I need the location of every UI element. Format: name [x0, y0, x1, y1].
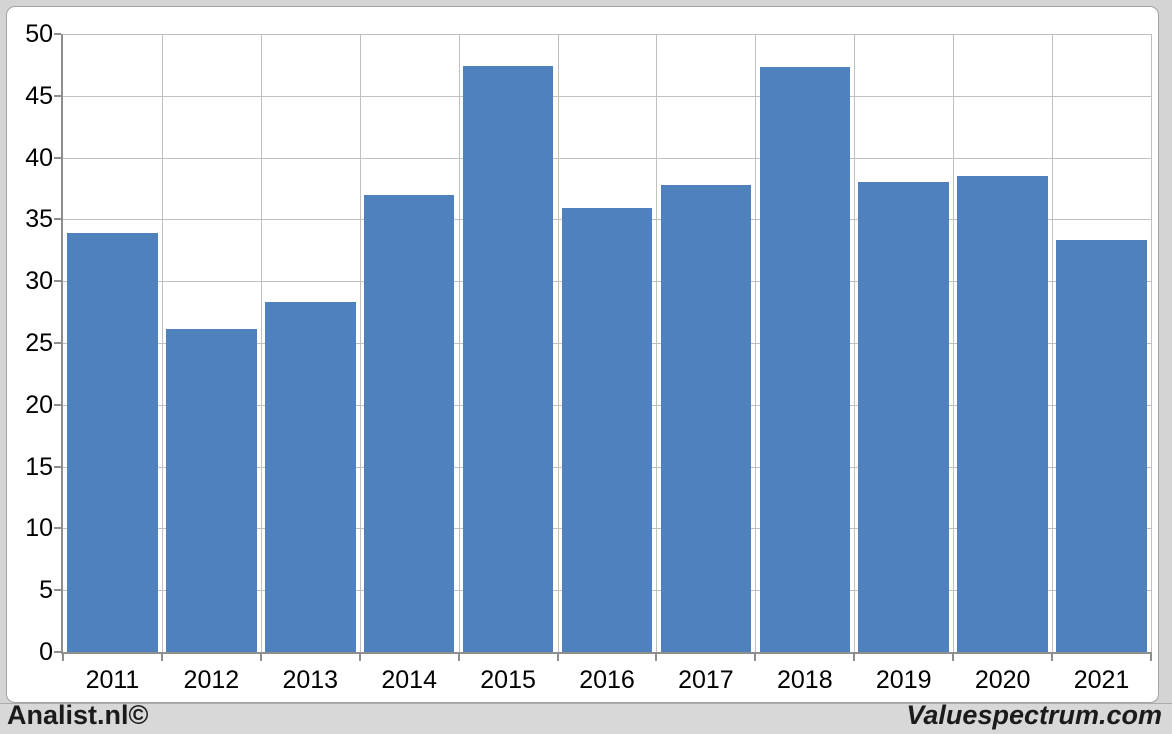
gridline-v-7	[755, 34, 757, 652]
x-category-label-2016: 2016	[579, 666, 635, 694]
x-tick-4	[457, 652, 460, 661]
bar-2017	[660, 184, 752, 652]
footer-right-brand: Valuespectrum.com	[906, 700, 1162, 730]
x-category-label-2020: 2020	[974, 666, 1031, 694]
footer-left-brand: Analist.nl©	[7, 700, 149, 730]
gridline-h-45	[63, 95, 1151, 97]
y-tick-label-35: 35	[25, 205, 53, 234]
plot-area	[61, 34, 1152, 654]
y-tick-20	[54, 403, 61, 406]
bar-2013	[265, 302, 356, 652]
gridline-h-40	[63, 157, 1151, 159]
y-tick-0	[54, 651, 61, 653]
y-tick-label-40: 40	[25, 143, 53, 172]
y-tick-30	[54, 280, 61, 283]
gridline-v-6	[656, 34, 658, 652]
y-axis-line	[61, 34, 63, 652]
y-tick-label-5: 5	[39, 576, 53, 605]
x-tick-10	[1051, 652, 1054, 661]
x-tick-9	[952, 652, 955, 661]
bar-2016	[561, 208, 653, 652]
y-tick-45	[54, 94, 61, 97]
gridline-v-9	[953, 34, 955, 652]
chart-panel: 0 5 10 15 20 25 30 35 40 45 50 2011 2012 2013 2014 2015…	[6, 6, 1159, 703]
y-tick-label-10: 10	[25, 514, 53, 543]
y-tick-50	[54, 33, 61, 35]
y-tick-label-15: 15	[25, 452, 53, 481]
x-tick-6	[655, 652, 658, 661]
gridline-v-4	[458, 34, 460, 652]
x-tick-8	[853, 652, 856, 661]
bar-2019	[858, 182, 949, 652]
bar-2012	[166, 329, 257, 652]
x-category-label-2011: 2011	[85, 666, 140, 694]
y-tick-label-20: 20	[25, 390, 53, 419]
y-tick-label-50: 50	[25, 20, 53, 48]
x-category-label-2019: 2019	[875, 666, 932, 694]
x-tick-0	[62, 652, 64, 661]
x-category-label-2021: 2021	[1073, 666, 1130, 694]
bar-2014	[363, 194, 455, 652]
x-tick-3	[358, 652, 361, 661]
y-tick-25	[54, 342, 61, 344]
gridline-v-2	[260, 34, 262, 652]
x-category-label-2015: 2015	[480, 666, 536, 694]
y-tick-label-25: 25	[25, 329, 53, 357]
gridline-v-10	[1052, 34, 1054, 652]
bar-2020	[957, 176, 1048, 652]
footer: Analist.nl© Valuespectrum.com	[0, 700, 1172, 734]
x-tick-5	[556, 652, 559, 661]
x-category-label-2017: 2017	[678, 666, 734, 694]
gridline-v-3	[359, 34, 361, 652]
x-tick-1	[160, 652, 163, 661]
y-tick-label-30: 30	[25, 267, 53, 296]
x-category-label-2018: 2018	[777, 666, 833, 694]
gridline-h-50	[63, 34, 1151, 35]
bar-2021	[1056, 240, 1147, 652]
x-category-label-2014: 2014	[381, 666, 437, 694]
gridline-v-8	[854, 34, 856, 652]
y-tick-10	[54, 527, 61, 530]
bar-2018	[759, 67, 851, 652]
x-tick-2	[259, 652, 262, 661]
x-tick-11	[1150, 652, 1152, 661]
gridline-v-11	[1151, 34, 1152, 652]
y-tick-label-0: 0	[39, 638, 53, 666]
y-tick-label-45: 45	[25, 81, 53, 110]
y-tick-15	[54, 465, 61, 468]
y-tick-40	[54, 156, 61, 159]
gridline-v-1	[161, 34, 163, 652]
x-category-label-2012: 2012	[183, 666, 240, 694]
gridline-v-5	[557, 34, 559, 652]
x-category-label-2013: 2013	[282, 666, 339, 694]
bar-2011	[67, 233, 158, 652]
x-tick-7	[754, 652, 757, 661]
bar-2015	[462, 66, 554, 652]
x-axis-line	[61, 652, 1151, 654]
y-tick-35	[54, 218, 61, 221]
y-tick-5	[54, 589, 61, 592]
